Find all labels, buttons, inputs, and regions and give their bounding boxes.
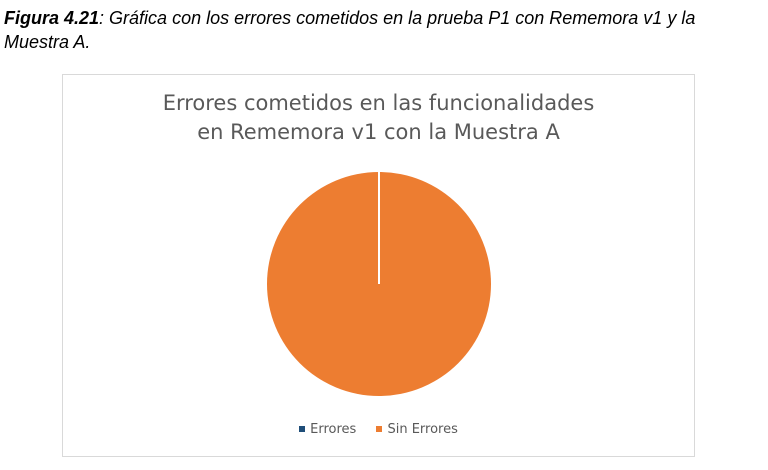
legend-swatch-errores	[299, 426, 305, 432]
legend-item-sin-errores: Sin Errores	[376, 422, 457, 437]
pie-plot	[63, 75, 694, 456]
chart-legend: Errores Sin Errores	[63, 421, 694, 437]
legend-label-errores: Errores	[310, 422, 356, 437]
figure-caption: Figura 4.21: Gráfica con los errores com…	[4, 6, 764, 54]
figure-caption-text: : Gráfica con los errores cometidos en l…	[4, 8, 695, 52]
legend-swatch-sin-errores	[376, 426, 382, 432]
legend-label-sin-errores: Sin Errores	[387, 422, 457, 437]
legend-item-errores: Errores	[299, 422, 356, 437]
figure-label: Figura 4.21	[4, 8, 99, 28]
chart-area: Errores cometidos en las funcionalidades…	[62, 74, 695, 457]
